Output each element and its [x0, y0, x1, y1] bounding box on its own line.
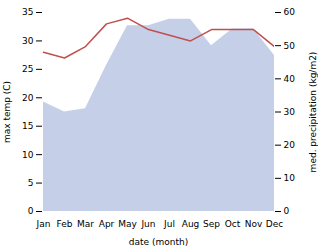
svg-text:10: 10 [22, 150, 34, 160]
svg-text:50: 50 [284, 41, 296, 51]
svg-text:Oct: Oct [225, 219, 241, 229]
svg-text:Aug: Aug [182, 219, 200, 229]
svg-text:May: May [118, 219, 137, 229]
svg-text:30: 30 [22, 36, 34, 46]
svg-text:max temp (C): max temp (C) [2, 81, 12, 143]
svg-text:5: 5 [28, 178, 34, 188]
svg-text:med. precipitation (kg/m2): med. precipitation (kg/m2) [308, 52, 318, 173]
svg-text:10: 10 [284, 173, 296, 183]
svg-text:Apr: Apr [99, 219, 115, 229]
svg-text:20: 20 [284, 140, 296, 150]
svg-text:Dec: Dec [266, 219, 283, 229]
svg-text:15: 15 [22, 121, 33, 131]
svg-text:Nov: Nov [245, 219, 263, 229]
svg-text:35: 35 [22, 7, 33, 17]
svg-text:20: 20 [22, 93, 34, 103]
svg-text:Jul: Jul [163, 219, 175, 229]
svg-text:30: 30 [284, 107, 296, 117]
svg-text:0: 0 [28, 206, 34, 216]
svg-text:0: 0 [284, 206, 290, 216]
svg-text:Mar: Mar [77, 219, 94, 229]
svg-text:Jan: Jan [36, 219, 51, 229]
svg-text:Sep: Sep [203, 219, 220, 229]
svg-text:date (month): date (month) [129, 237, 188, 247]
svg-text:25: 25 [22, 64, 33, 74]
svg-text:Jun: Jun [140, 219, 155, 229]
svg-text:60: 60 [284, 7, 296, 17]
svg-text:Feb: Feb [57, 219, 73, 229]
svg-text:40: 40 [284, 74, 296, 84]
